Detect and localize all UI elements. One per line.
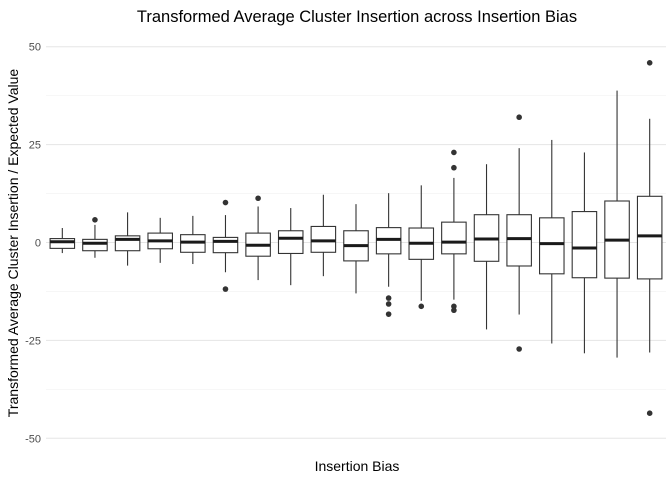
- outlier-point: [418, 303, 425, 310]
- outlier-point: [255, 195, 261, 202]
- box-iqr: [571, 211, 598, 279]
- boxes: [49, 59, 663, 416]
- box-group: [147, 217, 173, 263]
- x-axis-title: Insertion Bias: [315, 458, 400, 474]
- box-group: [441, 149, 467, 314]
- outlier-point: [385, 301, 392, 307]
- box-group: [310, 194, 337, 277]
- outlier-point: [222, 199, 229, 206]
- box-group: [82, 216, 108, 258]
- box-group: [245, 195, 271, 281]
- box-group: [539, 139, 565, 344]
- outlier-point: [451, 307, 457, 314]
- chart-title: Transformed Average Cluster Insertion ac…: [137, 8, 577, 26]
- box-group: [571, 152, 598, 354]
- y-axis-title: Transformed Average Cluster Insertion / …: [5, 69, 21, 418]
- box-iqr: [277, 230, 304, 255]
- box-group: [277, 208, 304, 286]
- outlier-point: [646, 59, 653, 66]
- box-group: [212, 199, 239, 292]
- box-iqr: [506, 214, 532, 267]
- outlier-point: [516, 114, 522, 121]
- box-iqr: [82, 238, 108, 252]
- box-iqr: [636, 195, 663, 280]
- box-group: [180, 215, 206, 265]
- y-tick-label: 0: [35, 238, 41, 250]
- y-axis-ticks: -50 -25 0 25 50: [25, 42, 41, 446]
- box-iqr: [310, 225, 337, 253]
- outlier-point: [385, 295, 392, 301]
- outlier-point: [646, 410, 653, 416]
- box-iqr: [539, 217, 565, 275]
- outlier-point: [516, 346, 522, 352]
- box-group: [604, 90, 630, 358]
- box-group: [343, 204, 369, 294]
- outlier-point: [222, 286, 229, 292]
- box-group: [506, 114, 532, 352]
- outlier-point: [451, 164, 457, 171]
- y-tick-label: 50: [29, 42, 41, 54]
- box-group: [408, 185, 435, 310]
- box-group: [49, 228, 76, 254]
- box-group: [473, 164, 500, 330]
- box-iqr: [212, 236, 239, 254]
- y-tick-label: -25: [25, 335, 41, 347]
- box-group: [375, 193, 402, 317]
- box-iqr: [441, 221, 467, 255]
- outlier-point: [451, 303, 457, 310]
- outlier-point: [385, 311, 392, 317]
- outlier-point: [451, 149, 457, 156]
- box-group: [636, 59, 663, 416]
- y-tick-label: -50: [25, 433, 41, 445]
- y-tick-label: 25: [29, 140, 41, 152]
- box-group: [114, 212, 141, 266]
- box-iqr: [49, 238, 76, 249]
- outlier-point: [92, 216, 98, 223]
